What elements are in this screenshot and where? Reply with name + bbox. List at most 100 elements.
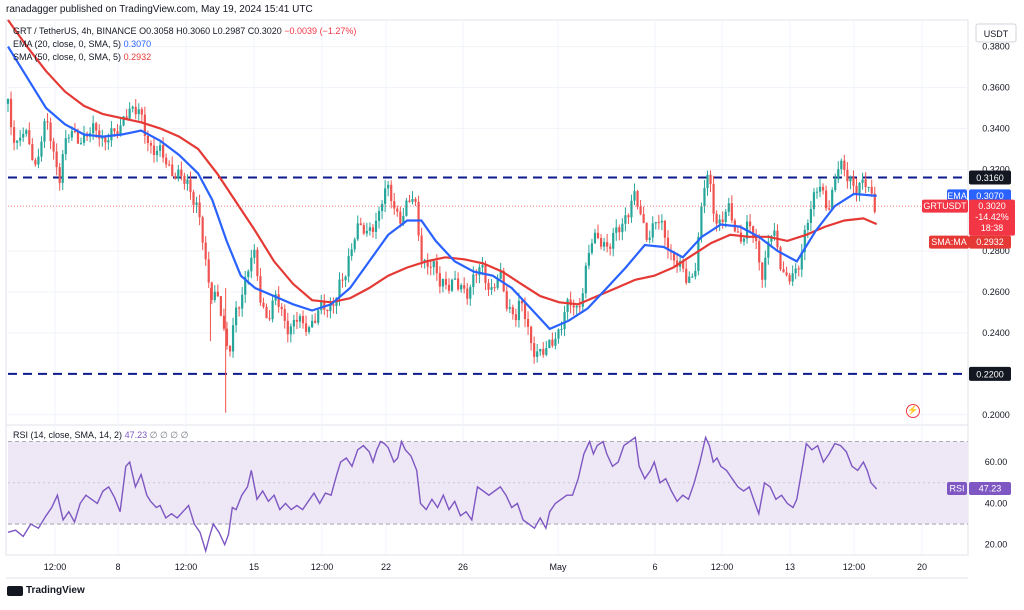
candle-body bbox=[596, 232, 600, 239]
rsi-tick-label: 60.00 bbox=[985, 457, 1008, 467]
candle-body bbox=[438, 273, 441, 287]
candle-body bbox=[840, 160, 843, 170]
candle-body bbox=[502, 271, 505, 292]
candle-body bbox=[666, 237, 670, 251]
last-price-badge bbox=[969, 199, 1015, 236]
candle-body bbox=[43, 121, 46, 142]
legend-sma-label: SMA (50, close, 0, SMA, 5) bbox=[13, 52, 122, 62]
candle-body bbox=[590, 243, 594, 253]
candle-body bbox=[6, 98, 10, 104]
candle-body bbox=[119, 125, 122, 134]
candle-body bbox=[329, 304, 332, 312]
candle-body bbox=[657, 222, 660, 224]
legend-rsi-row[interactable]: RSI (14, close, SMA, 14, 2) 47.23 ∅ ∅ ∅ … bbox=[13, 430, 188, 441]
currency-box[interactable] bbox=[975, 23, 1017, 43]
candle-body bbox=[262, 302, 265, 307]
legend-ema-label: EMA (20, close, 0, SMA, 5) bbox=[13, 39, 122, 49]
candle-body bbox=[654, 222, 657, 224]
candle-body bbox=[466, 288, 469, 299]
candle-body bbox=[642, 214, 645, 223]
rsi-tick-label: 20.00 bbox=[985, 540, 1008, 550]
candle-body bbox=[34, 160, 37, 165]
candle-body bbox=[472, 274, 475, 288]
candle-body bbox=[606, 242, 609, 247]
candle-body bbox=[298, 316, 302, 322]
candle-body bbox=[423, 259, 426, 262]
candle-body bbox=[691, 276, 694, 278]
candle-body bbox=[295, 319, 299, 322]
legend-high: H0.3060 bbox=[176, 26, 211, 36]
candle-body bbox=[834, 179, 837, 190]
candle-body bbox=[268, 318, 271, 320]
tradingview-brand: TradingView bbox=[26, 585, 85, 596]
candle-body bbox=[460, 285, 463, 290]
candle-body bbox=[575, 306, 578, 308]
price-tick-label: 0.2000 bbox=[982, 410, 1010, 420]
candle-body bbox=[25, 130, 28, 134]
candle-body bbox=[165, 157, 168, 165]
candle-body bbox=[250, 257, 253, 272]
candle-body bbox=[301, 316, 305, 324]
candle-body bbox=[788, 275, 791, 282]
candle-body bbox=[767, 241, 770, 258]
price-tick-label: 0.2400 bbox=[982, 328, 1010, 338]
candle-body bbox=[815, 191, 819, 193]
candle-body bbox=[9, 98, 13, 128]
rsi-value-badge bbox=[969, 481, 1011, 495]
candle-body bbox=[338, 279, 341, 298]
horizontal-levels: 0.3160 0.2200 bbox=[8, 170, 1011, 381]
candle-body bbox=[158, 145, 162, 151]
ema-20-line bbox=[7, 46, 877, 331]
time-tick-label: 13 bbox=[785, 562, 795, 572]
candle-body bbox=[453, 278, 457, 280]
last-symbol-label: GRTUSDT bbox=[923, 201, 967, 211]
currency-label: USDT bbox=[984, 29, 1009, 39]
candle-body bbox=[244, 277, 247, 295]
candle-body bbox=[332, 304, 335, 306]
time-tick-label: 6 bbox=[652, 562, 657, 572]
candle-body bbox=[791, 273, 794, 282]
candle-body bbox=[861, 179, 864, 183]
candle-body bbox=[292, 319, 295, 327]
candle-body bbox=[444, 278, 448, 285]
main-pane-frame bbox=[5, 19, 969, 426]
price-badges: EMA 0.3070 GRTUSDT 0.3020-14.42%18:38 SMA:MA… bbox=[922, 189, 1015, 495]
candle-body bbox=[283, 309, 286, 321]
candle-body bbox=[688, 276, 691, 283]
candle-body bbox=[520, 300, 524, 304]
price-tick-label: 0.3600 bbox=[982, 83, 1010, 93]
legend-sma-value: 0.2932 bbox=[123, 52, 152, 62]
bar-countdown: 18:38 bbox=[981, 223, 1004, 233]
candle-body bbox=[849, 176, 852, 182]
legend-sma-row[interactable]: SMA (50, close, 0, SMA, 5) 0.2932 bbox=[13, 52, 151, 62]
time-tick-label: 22 bbox=[381, 562, 391, 572]
tradingview-logo[interactable]: TradingView bbox=[7, 585, 85, 596]
candle-body bbox=[599, 238, 603, 247]
candle-body bbox=[560, 329, 563, 331]
candle-body bbox=[478, 267, 481, 276]
candle-body bbox=[247, 271, 250, 278]
candle-body bbox=[648, 237, 651, 240]
candle-body bbox=[818, 186, 822, 192]
candle-body bbox=[101, 137, 104, 139]
candle-body bbox=[92, 123, 95, 134]
candle-body bbox=[615, 227, 618, 233]
candle-body bbox=[210, 282, 213, 301]
candle-body bbox=[852, 176, 855, 186]
sma-value-badge bbox=[969, 235, 1011, 249]
candle-body bbox=[168, 164, 171, 166]
candle-body bbox=[356, 223, 359, 240]
candle-body bbox=[122, 116, 125, 126]
candle-body bbox=[405, 200, 408, 216]
candle-body bbox=[387, 184, 390, 189]
candle-body bbox=[727, 203, 730, 212]
time-tick-label: 15 bbox=[249, 562, 259, 572]
candle-body bbox=[131, 106, 134, 109]
candle-body bbox=[785, 272, 788, 276]
legend-ema-row[interactable]: EMA (20, close, 0, SMA, 5) 0.3070 bbox=[13, 39, 151, 49]
candle-body bbox=[228, 345, 232, 352]
candle-body bbox=[639, 206, 642, 215]
lightning-icon[interactable]: ⚡ bbox=[906, 404, 920, 418]
candle-body bbox=[390, 184, 393, 202]
